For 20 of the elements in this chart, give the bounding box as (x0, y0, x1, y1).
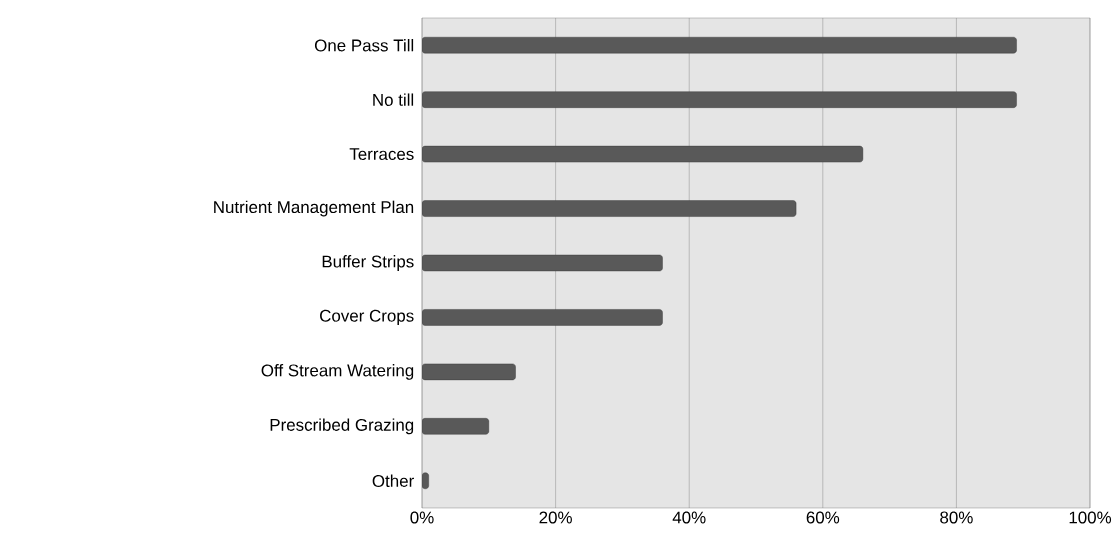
y-tick-label: No till (373, 93, 414, 106)
y-tick-label: Terraces (349, 148, 414, 161)
y-tick-label: Cover Crops (320, 309, 414, 326)
bar (422, 418, 490, 435)
x-tick-label: 40% (672, 511, 706, 524)
x-tick-label: 60% (806, 511, 840, 524)
x-tick-label: 20% (539, 511, 572, 524)
y-tick-label: Off Stream Watering (261, 363, 414, 380)
y-tick-label: Buffer Strips (322, 255, 414, 271)
x-tick-label: 100% (1069, 511, 1112, 524)
y-tick-label: One Pass Till (314, 39, 414, 52)
bar (422, 37, 1017, 54)
x-tick-label: 0% (410, 511, 434, 524)
bar (422, 91, 1017, 108)
x-tick-label: 80% (940, 511, 973, 524)
y-tick-label: Other (372, 474, 414, 487)
bar (422, 309, 663, 326)
bar (422, 200, 797, 217)
y-tick-label: Prescribed Grazing (270, 418, 414, 435)
y-tick-label: Nutrient Management Plan (214, 200, 414, 217)
